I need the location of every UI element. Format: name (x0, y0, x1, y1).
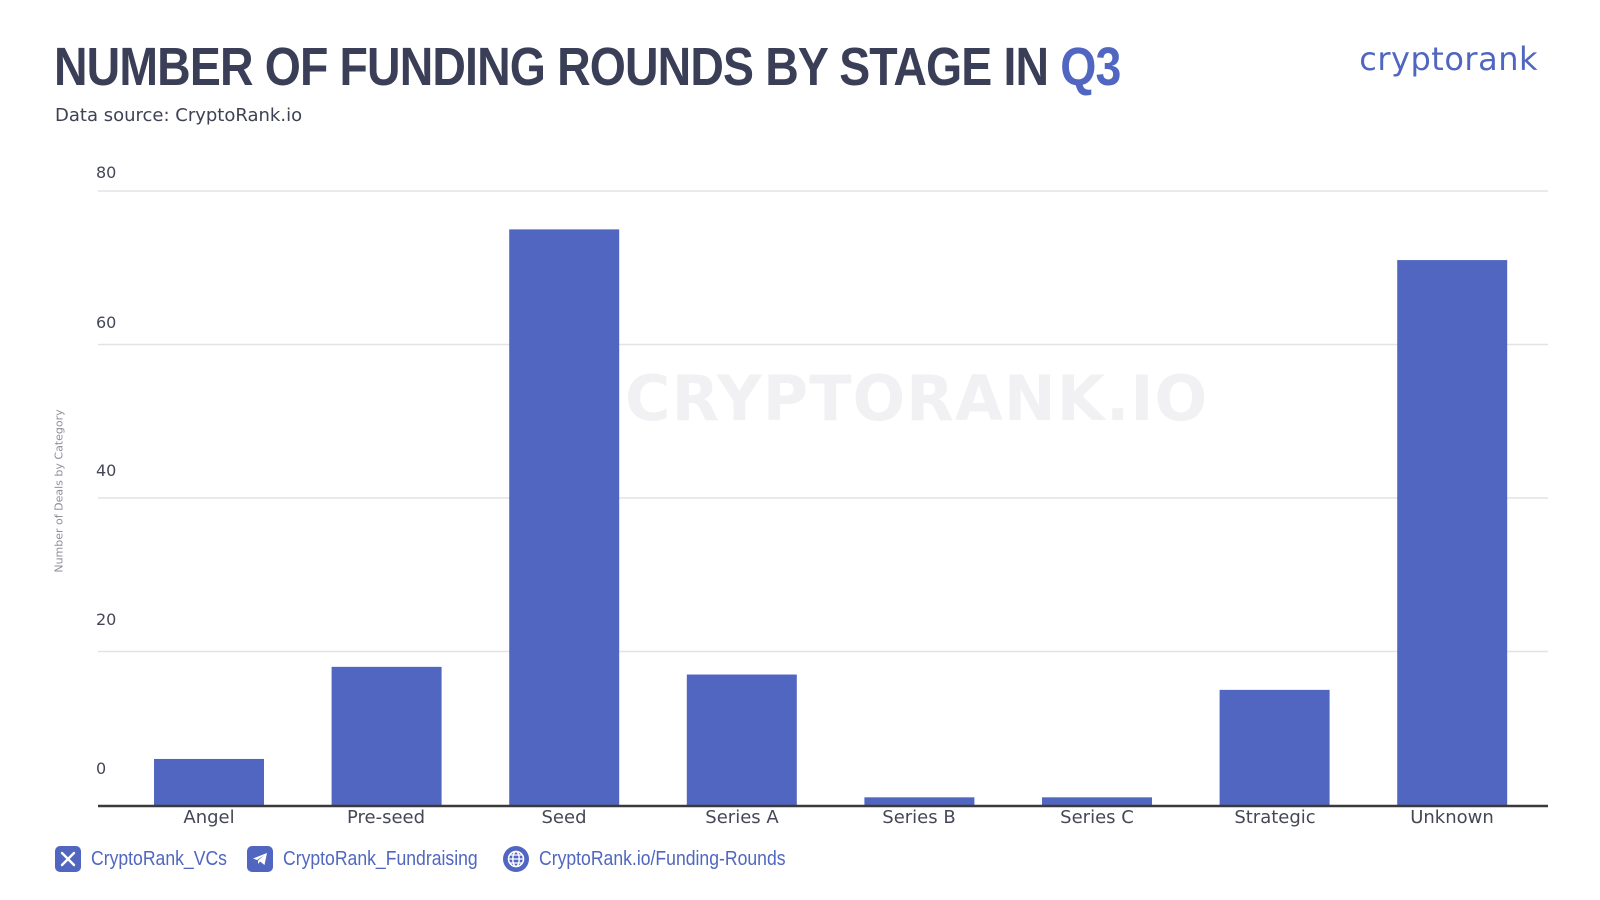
bar-unknown (1397, 260, 1508, 805)
bar-strategic (1219, 689, 1330, 805)
bar-angel (154, 758, 264, 805)
y-tick-label: 0 (96, 759, 107, 778)
footer-link-website[interactable]: CryptoRank.io/Funding-Rounds (503, 846, 819, 872)
y-tick-label: 40 (96, 461, 117, 480)
x-tick-label: Series A (705, 807, 779, 828)
x-tick-label: Pre-seed (346, 807, 426, 828)
footer-telegram-label: CryptoRank_Fundraising (283, 847, 478, 870)
footer-link-x[interactable]: CryptoRank_VCs (55, 846, 246, 872)
title-main: NUMBER OF FUNDING ROUNDS BY STAGE IN (54, 37, 1061, 97)
x-tick-label: Angel (183, 807, 235, 828)
footer-link-telegram[interactable]: CryptoRank_Fundraising (247, 846, 504, 872)
bar-series-a (686, 674, 797, 805)
x-tick-label: Unknown (1410, 807, 1494, 828)
y-axis-label: Number of Deals by Category (52, 409, 66, 573)
y-tick-label: 80 (96, 163, 117, 182)
x-tick-label: Strategic (1234, 807, 1316, 828)
y-tick-label: 60 (96, 313, 117, 332)
x-icon (55, 846, 81, 872)
bar-series-c (1042, 797, 1152, 805)
footer-website-label: CryptoRank.io/Funding-Rounds (539, 847, 786, 870)
title-accent: Q3 (1060, 37, 1121, 97)
page-title: NUMBER OF FUNDING ROUNDS BY STAGE IN Q3 (54, 36, 1121, 98)
x-tick-label: Series B (882, 807, 956, 828)
telegram-icon (247, 846, 273, 872)
brand-logo: cryptorank (1359, 40, 1538, 78)
bar-seed (509, 229, 620, 805)
bar-series-b (864, 797, 975, 805)
y-tick-label: 20 (96, 610, 117, 629)
x-tick-label: Series C (1060, 807, 1134, 828)
globe-icon (503, 846, 529, 872)
bar-pre-seed (331, 666, 442, 805)
footer-x-label: CryptoRank_VCs (91, 847, 227, 870)
x-tick-label: Seed (541, 807, 587, 828)
watermark: CRYPTORANK.IO (625, 362, 1209, 435)
chart-subtitle: Data source: CryptoRank.io (55, 105, 303, 126)
